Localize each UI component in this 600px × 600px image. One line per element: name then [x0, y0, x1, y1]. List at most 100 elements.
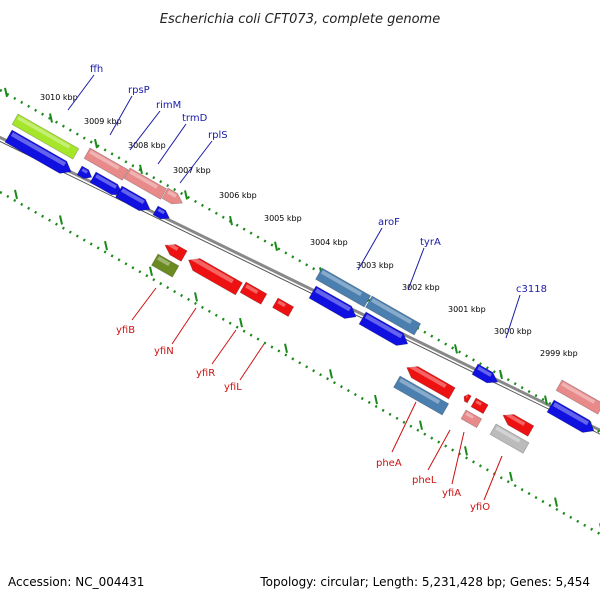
ruler-track-upper — [0, 88, 600, 434]
gene-red-f-sheen — [475, 400, 482, 406]
gene-callout-upper-2 — [129, 110, 161, 151]
gene-red-d-body — [272, 297, 295, 317]
gene-callout-lower-7 — [483, 455, 503, 501]
gene-yfiB-block — [151, 253, 180, 278]
ruler-tick-lower — [374, 394, 378, 405]
gene-label-ffh: ffh — [90, 64, 103, 75]
gene-label-yfiN: yfiN — [154, 346, 174, 357]
gene-blue-f-sheen — [314, 288, 351, 312]
ruler-tick-lower — [194, 292, 198, 302]
gene-red-a — [164, 242, 188, 262]
gene-pink-right-body — [555, 379, 600, 415]
gene-yfiA-block — [460, 409, 483, 429]
gene-yfiA-block-body — [460, 409, 483, 429]
ruler-tick-upper — [139, 164, 143, 175]
gene-red-d-sheen — [277, 300, 286, 308]
gene-label-yfiB: yfiB — [116, 325, 135, 336]
gene-tyrA-block-sheen — [371, 298, 413, 324]
ruler-tick-lower — [464, 446, 468, 456]
gene-red-g-sheen — [505, 412, 526, 426]
gene-blue-d-body — [115, 185, 151, 212]
gene-blue-a-body — [4, 129, 72, 174]
gene-red-c — [239, 281, 268, 305]
gene-blue-h-body — [471, 363, 499, 384]
ruler-track-lower — [0, 190, 600, 536]
ruler-tick-lower — [329, 369, 333, 379]
gene-callout-lower-3 — [239, 343, 265, 381]
ruler-tick-upper — [4, 87, 8, 98]
gene-blue-c-body — [89, 171, 124, 196]
gene-pheA-block-body — [393, 375, 450, 416]
gene-blue-b — [76, 165, 93, 179]
gene-red-b-body — [188, 258, 243, 296]
gene-label-rplS: rplS — [208, 130, 228, 141]
gene-rimM-block-sheen — [129, 170, 158, 189]
gene-blue-f — [308, 285, 357, 319]
gene-label-trmD: trmD — [182, 113, 208, 124]
gene-red-e — [406, 364, 456, 400]
ruler-tick-upper — [229, 215, 233, 226]
gene-blue-c — [89, 171, 124, 196]
gene-label-yfiR: yfiR — [196, 368, 215, 379]
ruler-tick-lower — [419, 420, 423, 430]
gene-pheL-block-body — [463, 393, 472, 404]
gene-pheA-block-sheen — [399, 378, 441, 404]
ruler-label-8: 3002 kbp — [402, 283, 440, 292]
gene-callout-upper-7 — [505, 294, 521, 339]
ruler-label-9: 3001 kbp — [448, 305, 486, 314]
gene-yfiO-block-body — [489, 423, 530, 454]
gene-aroF-block-body — [315, 267, 372, 308]
gene-red-g — [502, 412, 535, 437]
gene-red-e-sheen — [409, 364, 447, 388]
ruler-tick-lower — [149, 266, 153, 277]
gene-callout-upper-0 — [67, 74, 95, 111]
gene-yfiB-block-sheen — [157, 256, 171, 267]
gene-red-d — [272, 297, 295, 317]
gene-blue-d-sheen — [121, 188, 145, 205]
ruler-label-1: 3009 kbp — [84, 117, 122, 126]
gene-blue-g-sheen — [364, 314, 403, 339]
gene-rimM-block — [123, 167, 167, 200]
ruler-tick-lower — [104, 240, 108, 251]
gene-pheL-block-sheen — [465, 395, 469, 399]
gene-blue-right-body — [546, 399, 595, 433]
gene-label-pheL: pheL — [412, 475, 437, 486]
gene-label-tyrA: tyrA — [420, 237, 441, 248]
gene-rpsP-block — [83, 147, 129, 181]
gene-callout-lower-0 — [131, 287, 157, 321]
ruler-label-11: 2999 kbp — [540, 349, 578, 358]
ruler-label-7: 3003 kbp — [356, 261, 394, 270]
gene-blue-h — [471, 363, 499, 384]
ruler-tick-upper — [499, 369, 503, 380]
gene-yfiA-block-sheen — [465, 412, 474, 419]
gene-callout-lower-1 — [171, 307, 197, 345]
gene-callout-lower-2 — [211, 329, 237, 365]
gene-blue-c-sheen — [95, 174, 117, 189]
gene-label-c3118: c3118 — [516, 284, 547, 295]
gene-blue-e-body — [152, 205, 170, 220]
gene-pheL-block — [463, 393, 472, 404]
gene-ffh-light-body — [11, 113, 80, 160]
ruler-tick-lower — [284, 343, 288, 353]
gene-aroF-block-sheen — [321, 270, 363, 296]
gene-red-f-body — [470, 397, 489, 415]
ruler-tick-lower — [59, 215, 63, 225]
gene-blue-a — [4, 129, 72, 174]
gene-ffh-light-sheen — [17, 116, 71, 149]
gene-red-e-body — [406, 366, 456, 400]
ruler-tick-lower — [554, 497, 558, 507]
gene-blue-b-sheen — [81, 168, 88, 174]
gene-aroF-block — [315, 267, 372, 308]
gene-callout-lower-6 — [451, 431, 465, 485]
ruler-tick-upper — [184, 190, 188, 200]
gene-blue-h-sheen — [477, 366, 493, 377]
gene-label-pheA: pheA — [376, 458, 402, 469]
ruler-tick-upper — [94, 138, 98, 149]
ruler-tick-lower — [239, 317, 243, 328]
gene-callout-upper-4 — [179, 140, 213, 184]
gene-pheA-block — [393, 375, 450, 416]
ruler-label-6: 3004 kbp — [310, 238, 348, 247]
gene-trmD-block-body — [161, 187, 183, 205]
backbone-shadow — [0, 140, 600, 435]
